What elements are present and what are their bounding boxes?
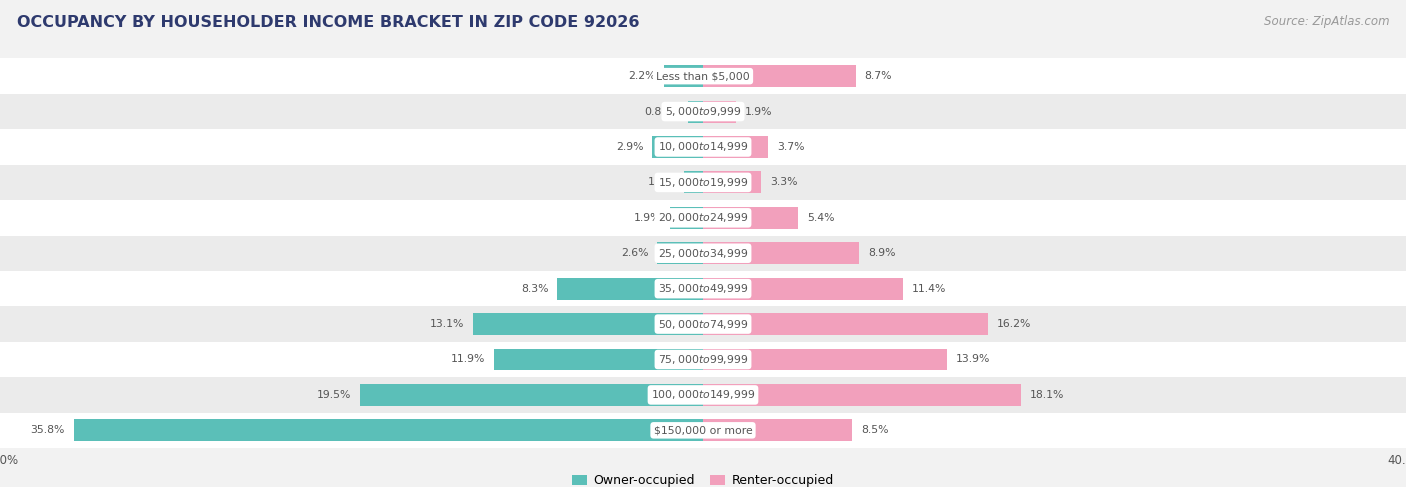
Text: 19.5%: 19.5% bbox=[318, 390, 352, 400]
Text: 2.6%: 2.6% bbox=[621, 248, 648, 258]
Text: $50,000 to $74,999: $50,000 to $74,999 bbox=[658, 318, 748, 331]
Bar bbox=[0, 342, 1406, 377]
Bar bbox=[688, 101, 703, 123]
Text: 2.2%: 2.2% bbox=[628, 71, 655, 81]
Bar bbox=[703, 65, 856, 87]
Bar bbox=[557, 278, 703, 300]
Text: 11.9%: 11.9% bbox=[451, 355, 485, 364]
Text: 13.1%: 13.1% bbox=[430, 319, 464, 329]
Text: 11.4%: 11.4% bbox=[912, 283, 946, 294]
Bar bbox=[0, 94, 1406, 129]
Text: $20,000 to $24,999: $20,000 to $24,999 bbox=[658, 211, 748, 225]
Bar bbox=[703, 101, 737, 123]
Legend: Owner-occupied, Renter-occupied: Owner-occupied, Renter-occupied bbox=[568, 469, 838, 487]
Text: Less than $5,000: Less than $5,000 bbox=[657, 71, 749, 81]
Bar bbox=[0, 165, 1406, 200]
Bar bbox=[683, 171, 703, 193]
Text: 2.9%: 2.9% bbox=[616, 142, 644, 152]
Text: $150,000 or more: $150,000 or more bbox=[654, 425, 752, 435]
Bar bbox=[657, 242, 703, 264]
Bar bbox=[494, 349, 703, 371]
Text: 16.2%: 16.2% bbox=[997, 319, 1031, 329]
Bar bbox=[703, 419, 852, 441]
Bar bbox=[703, 313, 987, 335]
Text: 8.7%: 8.7% bbox=[865, 71, 893, 81]
Text: 18.1%: 18.1% bbox=[1029, 390, 1064, 400]
Text: 35.8%: 35.8% bbox=[31, 425, 65, 435]
Text: 0.87%: 0.87% bbox=[644, 107, 679, 116]
Text: 3.7%: 3.7% bbox=[778, 142, 804, 152]
Text: 1.9%: 1.9% bbox=[633, 213, 661, 223]
Bar bbox=[703, 207, 799, 229]
Bar bbox=[703, 242, 859, 264]
Bar bbox=[0, 200, 1406, 236]
Text: $35,000 to $49,999: $35,000 to $49,999 bbox=[658, 282, 748, 295]
Bar bbox=[703, 349, 948, 371]
Text: OCCUPANCY BY HOUSEHOLDER INCOME BRACKET IN ZIP CODE 92026: OCCUPANCY BY HOUSEHOLDER INCOME BRACKET … bbox=[17, 15, 640, 30]
Text: $5,000 to $9,999: $5,000 to $9,999 bbox=[665, 105, 741, 118]
Bar bbox=[472, 313, 703, 335]
Bar bbox=[703, 278, 904, 300]
Text: $10,000 to $14,999: $10,000 to $14,999 bbox=[658, 140, 748, 153]
Bar bbox=[360, 384, 703, 406]
Bar bbox=[0, 412, 1406, 448]
Text: Source: ZipAtlas.com: Source: ZipAtlas.com bbox=[1264, 15, 1389, 28]
Bar bbox=[0, 377, 1406, 412]
Bar bbox=[665, 65, 703, 87]
Bar bbox=[669, 207, 703, 229]
Text: $75,000 to $99,999: $75,000 to $99,999 bbox=[658, 353, 748, 366]
Text: $100,000 to $149,999: $100,000 to $149,999 bbox=[651, 389, 755, 401]
Bar bbox=[703, 171, 761, 193]
Text: 8.3%: 8.3% bbox=[520, 283, 548, 294]
Text: 5.4%: 5.4% bbox=[807, 213, 834, 223]
Text: 8.9%: 8.9% bbox=[869, 248, 896, 258]
Bar bbox=[0, 58, 1406, 94]
Bar bbox=[0, 306, 1406, 342]
Bar bbox=[703, 136, 768, 158]
Bar bbox=[652, 136, 703, 158]
Text: 13.9%: 13.9% bbox=[956, 355, 990, 364]
Bar bbox=[0, 271, 1406, 306]
Text: 3.3%: 3.3% bbox=[770, 177, 797, 187]
Bar bbox=[0, 129, 1406, 165]
Text: 8.5%: 8.5% bbox=[860, 425, 889, 435]
Bar bbox=[703, 384, 1021, 406]
Bar bbox=[0, 236, 1406, 271]
Text: $25,000 to $34,999: $25,000 to $34,999 bbox=[658, 247, 748, 260]
Text: 1.1%: 1.1% bbox=[647, 177, 675, 187]
Bar bbox=[75, 419, 703, 441]
Text: $15,000 to $19,999: $15,000 to $19,999 bbox=[658, 176, 748, 189]
Text: 1.9%: 1.9% bbox=[745, 107, 773, 116]
